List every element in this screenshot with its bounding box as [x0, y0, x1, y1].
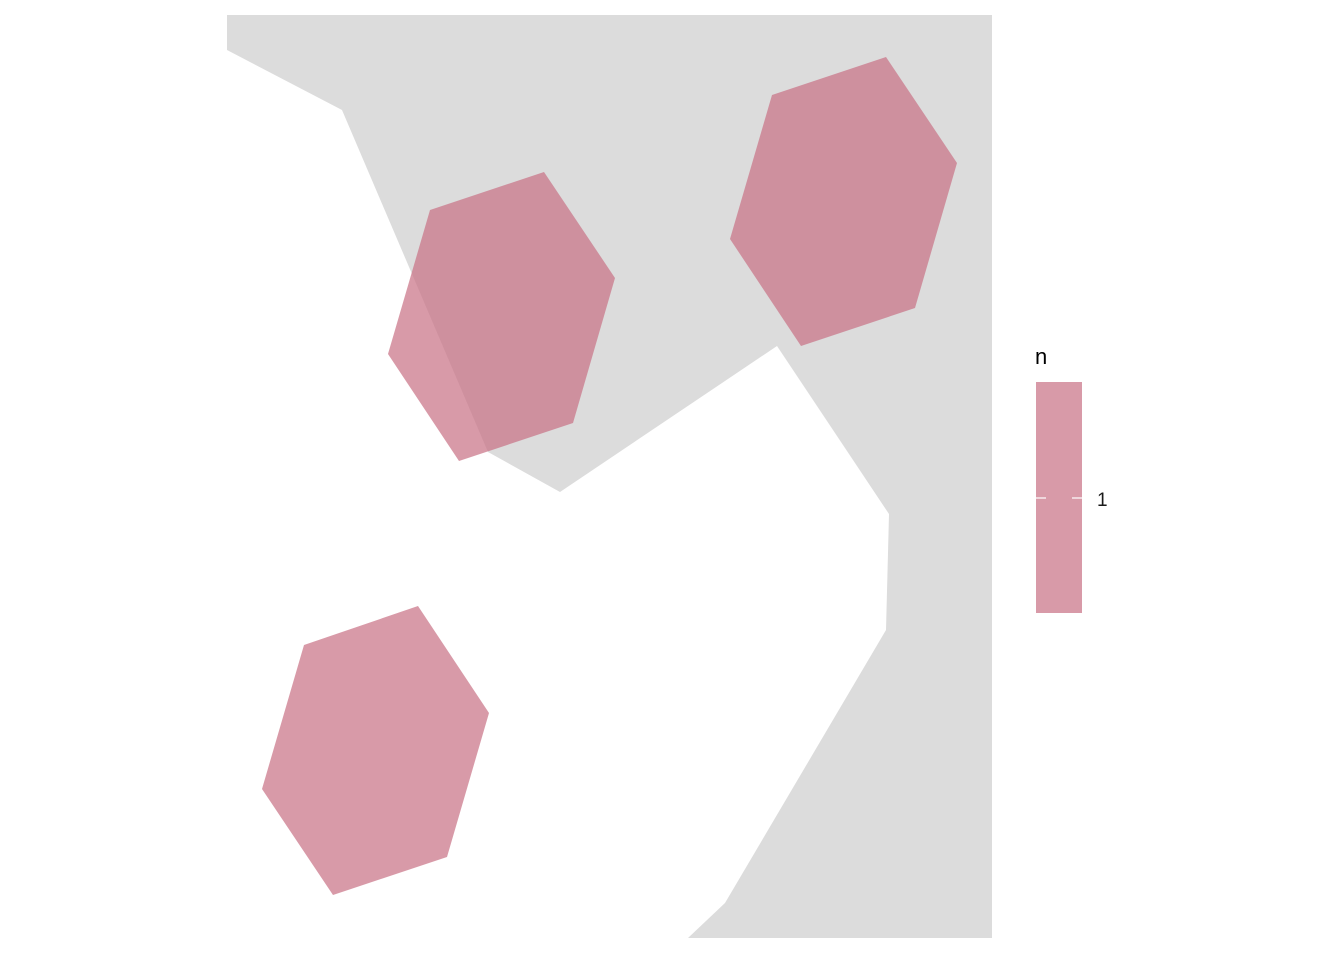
hexbin-cell	[388, 172, 615, 461]
hexbin-layer	[262, 57, 957, 895]
hexbin-cell	[262, 606, 489, 895]
legend-title: n	[1035, 344, 1047, 369]
legend-label: 1	[1097, 490, 1108, 511]
legend: n 1	[1035, 344, 1108, 613]
hexbin-cell	[730, 57, 957, 346]
